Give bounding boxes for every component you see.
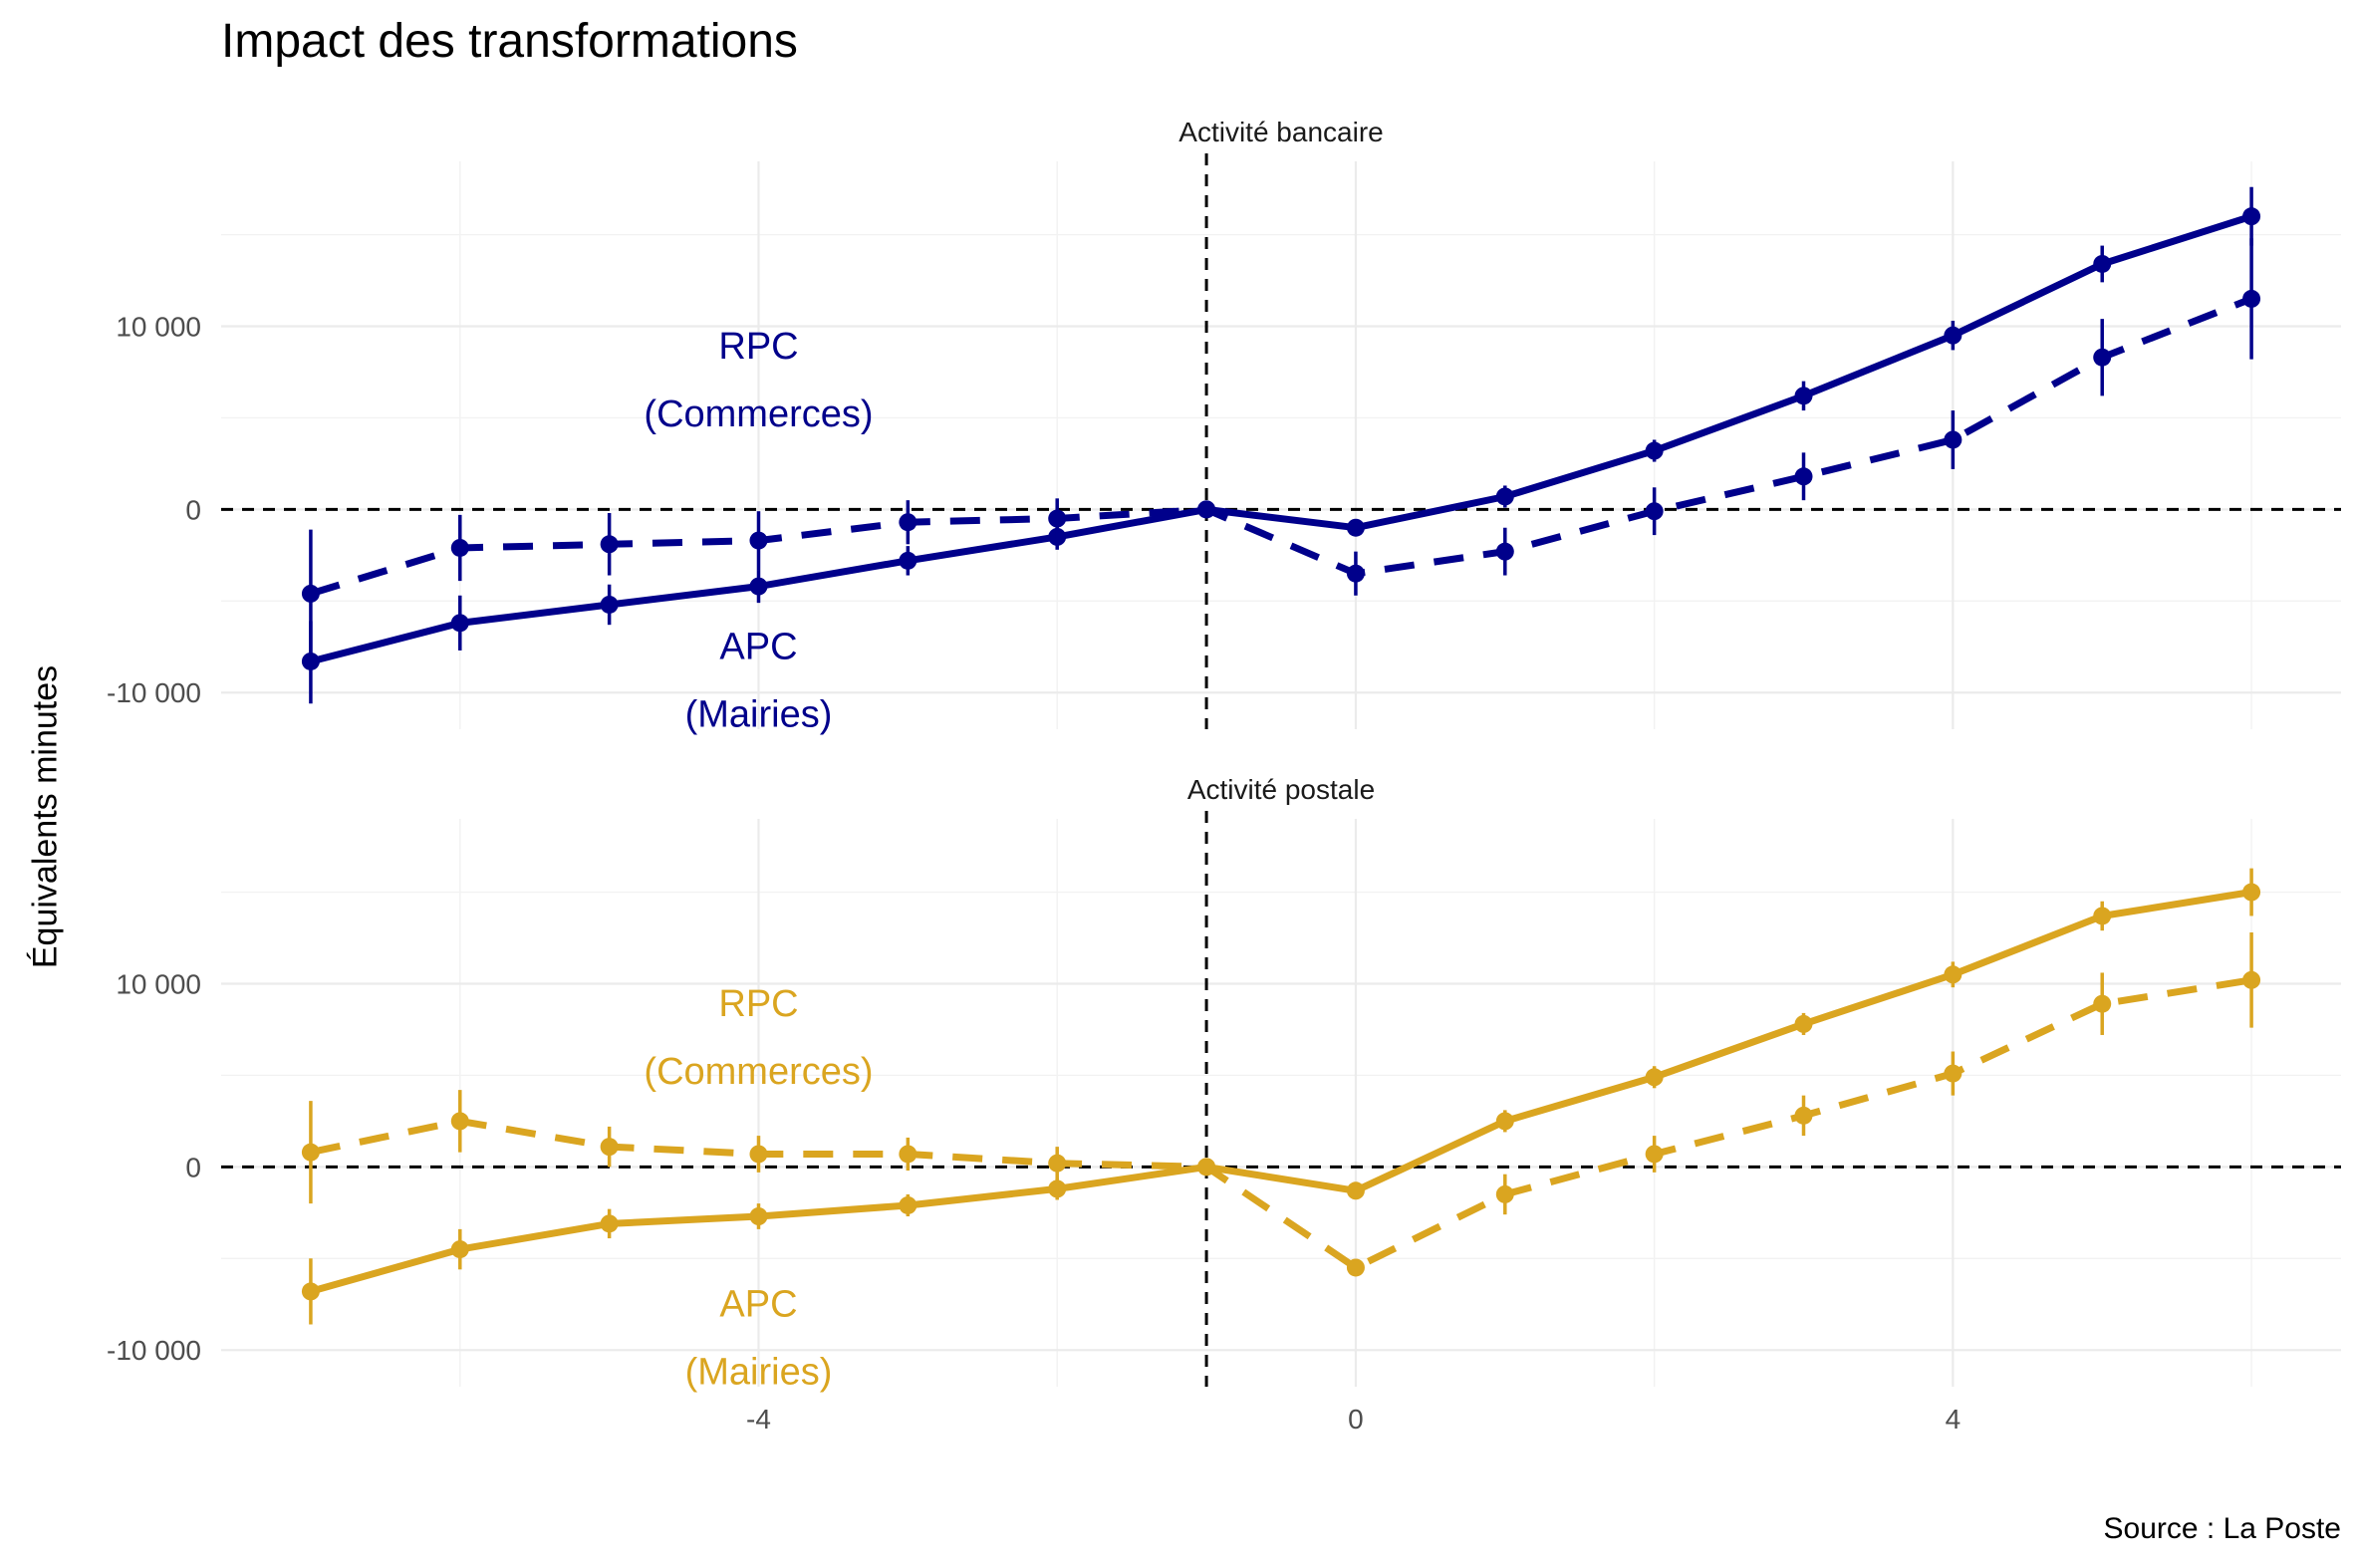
data-point (600, 535, 619, 554)
data-point (1944, 430, 1962, 449)
data-point (1495, 542, 1514, 561)
data-point (749, 1145, 768, 1164)
series-annotation: RPC (718, 326, 798, 368)
x-tick-label: 0 (1348, 1404, 1364, 1435)
data-point (450, 538, 469, 557)
data-point (899, 513, 917, 532)
y-tick-label: 0 (185, 1152, 201, 1182)
data-point (301, 1282, 320, 1301)
data-point (450, 1112, 469, 1131)
data-point (1944, 326, 1962, 345)
series-line (309, 889, 2252, 1295)
data-point (749, 1207, 768, 1225)
data-point (1645, 502, 1664, 521)
data-point (2093, 348, 2112, 367)
data-point (1944, 965, 1962, 984)
y-tick-label: 10 000 (116, 968, 201, 999)
data-point (301, 584, 320, 603)
data-point (2242, 289, 2261, 308)
data-point (1346, 1181, 1365, 1200)
source-caption: Source : La Poste (2103, 1512, 2341, 1545)
y-tick-label: -10 000 (107, 1335, 201, 1366)
data-point (2242, 970, 2261, 989)
data-point (1495, 1184, 1514, 1203)
data-point (2093, 254, 2112, 273)
y-tick-label: 0 (185, 494, 201, 525)
data-point (2242, 883, 2261, 902)
series-annotation: (Commerces) (644, 393, 873, 435)
data-point (1346, 1258, 1365, 1277)
data-point (749, 577, 768, 596)
y-tick-label: 10 000 (116, 311, 201, 342)
panel-label: Activité bancaire (1178, 117, 1383, 147)
data-point (2242, 207, 2261, 226)
series-annotation: (Commerces) (644, 1051, 873, 1093)
data-point (1197, 500, 1216, 519)
data-point (1645, 441, 1664, 460)
data-point (1197, 1158, 1216, 1176)
data-point (1794, 387, 1813, 405)
series-annotation: APC (719, 626, 797, 667)
x-tick-label: 4 (1946, 1404, 1961, 1435)
series-line (309, 295, 2253, 598)
chart-title: Impact des transformations (221, 15, 798, 68)
data-point (749, 531, 768, 550)
data-point (1495, 1112, 1514, 1131)
data-point (1645, 1068, 1664, 1087)
data-point (899, 1145, 917, 1164)
data-point (600, 595, 619, 614)
data-point (2093, 907, 2112, 925)
series-annotation: APC (719, 1283, 797, 1325)
data-point (600, 1214, 619, 1233)
panel-label: Activité postale (1187, 774, 1375, 805)
series-annotation: (Mairies) (685, 1351, 833, 1393)
data-point (1048, 509, 1067, 528)
data-point (1048, 1179, 1067, 1198)
data-point (450, 614, 469, 633)
series-annotation: (Mairies) (685, 693, 833, 735)
data-point (899, 1195, 917, 1214)
data-point (1645, 1145, 1664, 1164)
data-point (2093, 994, 2112, 1013)
series-line (310, 212, 2253, 665)
data-point (1048, 1154, 1067, 1173)
data-point (301, 1143, 320, 1162)
data-point (1346, 564, 1365, 583)
data-point (1794, 1106, 1813, 1125)
data-point (1794, 1014, 1813, 1033)
series-annotation: RPC (718, 983, 798, 1025)
x-tick-label: -4 (746, 1404, 771, 1435)
data-point (1794, 467, 1813, 486)
y-tick-label: -10 000 (107, 677, 201, 708)
data-point (899, 551, 917, 570)
data-point (600, 1138, 619, 1157)
data-point (1346, 518, 1365, 537)
data-point (1944, 1064, 1962, 1083)
data-point (450, 1240, 469, 1259)
data-point (1495, 487, 1514, 506)
